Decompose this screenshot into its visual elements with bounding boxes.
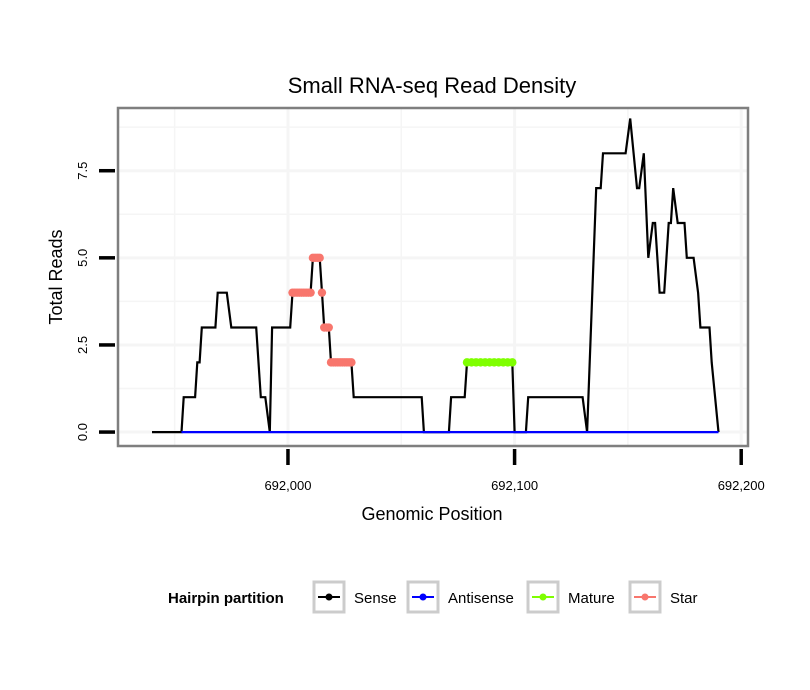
legend-label: Star (670, 590, 698, 607)
data-point-star (317, 288, 327, 297)
legend-item-sense: Sense (312, 580, 397, 614)
x-axis: 692,000 692,100 692,200 (264, 449, 765, 493)
data-point-star (324, 323, 333, 332)
legend-item-star: Star (628, 580, 698, 614)
legend-label: Sense (354, 590, 397, 607)
legend-label: Mature (568, 590, 615, 607)
data-point-star (306, 288, 315, 297)
legend-key-point (641, 593, 649, 601)
y-axis: 0.0 2.5 5.0 7.5 (75, 162, 115, 441)
panel-border (116, 106, 750, 448)
legend-title: Hairpin partition (168, 590, 284, 607)
series-layer (152, 118, 720, 434)
series-line-sense (152, 118, 720, 434)
legend-item-mature: Mature (526, 580, 615, 614)
legend: Hairpin partition Sense Antisense Mature St… (168, 580, 698, 614)
y-tick-label: 5.0 (75, 249, 90, 267)
chart-title: Small RNA-seq Read Density (288, 73, 577, 98)
legend-key-point (325, 593, 333, 601)
legend-key-point (539, 593, 547, 601)
y-tick-label: 7.5 (75, 162, 90, 180)
legend-key-point (419, 593, 427, 601)
x-tick-label: 692,000 (264, 478, 311, 493)
y-tick-label: 2.5 (75, 336, 90, 354)
legend-item-antisense: Antisense (406, 580, 514, 614)
y-axis-title: Total Reads (46, 229, 66, 324)
legend-label: Antisense (448, 590, 514, 607)
y-tick-label: 0.0 (75, 423, 90, 441)
plot-panel (118, 108, 748, 446)
legend-entries: Sense Antisense Mature Star (312, 580, 698, 614)
data-point-star (315, 253, 324, 263)
x-tick-label: 692,100 (491, 478, 538, 493)
x-tick-label: 692,200 (718, 478, 765, 493)
data-point-star (347, 358, 356, 367)
x-axis-title: Genomic Position (361, 504, 502, 524)
data-point-mature (508, 358, 517, 367)
